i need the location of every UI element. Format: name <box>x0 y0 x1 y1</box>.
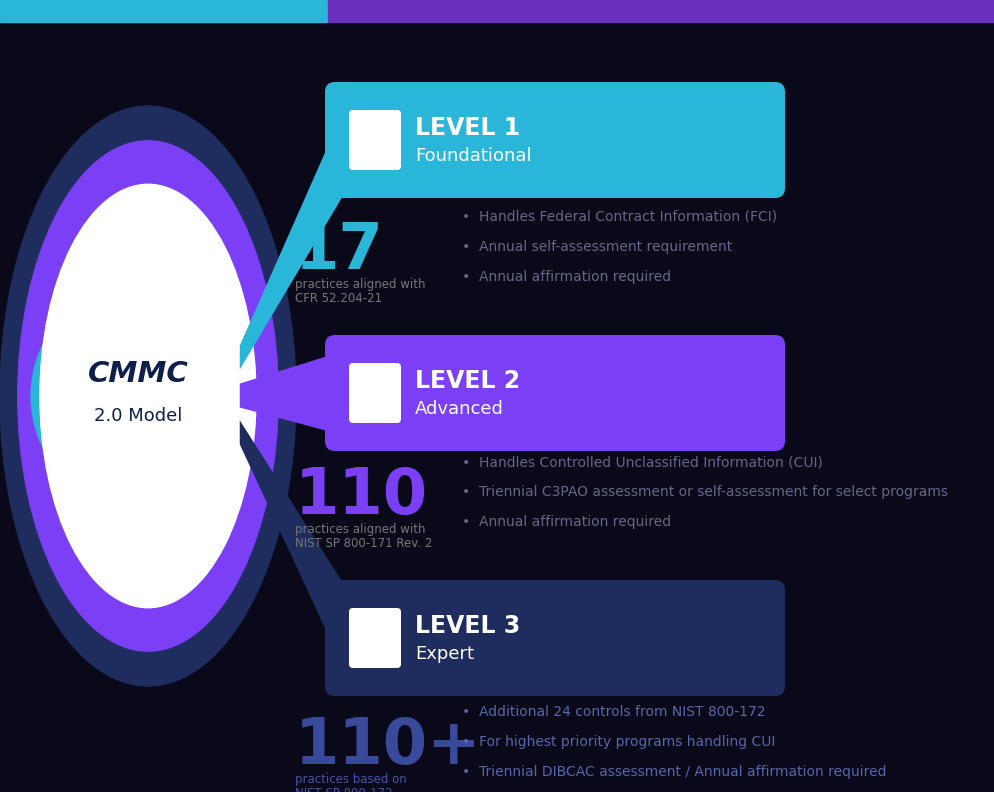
Text: Expert: Expert <box>414 645 473 663</box>
Ellipse shape <box>18 141 278 651</box>
Bar <box>0 0 328 22</box>
Ellipse shape <box>40 185 255 607</box>
FancyBboxPatch shape <box>325 335 784 451</box>
FancyBboxPatch shape <box>349 110 401 170</box>
Text: CMMC: CMMC <box>87 360 188 388</box>
Text: practices aligned with: practices aligned with <box>294 523 425 536</box>
FancyBboxPatch shape <box>325 580 784 696</box>
Text: •  Annual self-assessment requirement: • Annual self-assessment requirement <box>461 240 732 254</box>
Text: Foundational: Foundational <box>414 147 531 165</box>
Text: LEVEL 1: LEVEL 1 <box>414 116 520 140</box>
Text: •  Handles Federal Contract Information (FCI): • Handles Federal Contract Information (… <box>461 210 776 224</box>
Polygon shape <box>240 421 350 682</box>
Polygon shape <box>240 349 350 437</box>
Text: NIST SP 800-172: NIST SP 800-172 <box>294 787 393 792</box>
Text: practices based on: practices based on <box>294 773 407 786</box>
Text: 110+: 110+ <box>294 715 481 777</box>
FancyBboxPatch shape <box>349 608 401 668</box>
Text: Advanced: Advanced <box>414 400 503 418</box>
Bar <box>328 0 994 22</box>
Text: CFR 52.204-21: CFR 52.204-21 <box>294 292 382 305</box>
Text: •  Annual affirmation required: • Annual affirmation required <box>461 270 670 284</box>
FancyBboxPatch shape <box>349 363 401 423</box>
Text: LEVEL 2: LEVEL 2 <box>414 369 520 393</box>
Wedge shape <box>31 279 148 513</box>
FancyBboxPatch shape <box>325 82 784 198</box>
Text: LEVEL 3: LEVEL 3 <box>414 614 520 638</box>
Text: NIST SP 800-171 Rev. 2: NIST SP 800-171 Rev. 2 <box>294 537 432 550</box>
Text: •  Additional 24 controls from NIST 800-172: • Additional 24 controls from NIST 800-1… <box>461 705 764 719</box>
Text: •  Handles Controlled Unclassified Information (CUI): • Handles Controlled Unclassified Inform… <box>461 455 822 469</box>
Text: •  For highest priority programs handling CUI: • For highest priority programs handling… <box>461 735 774 749</box>
Text: •  Triennial DIBCAC assessment / Annual affirmation required: • Triennial DIBCAC assessment / Annual a… <box>461 765 886 779</box>
Text: 110: 110 <box>294 465 427 527</box>
Ellipse shape <box>0 106 295 686</box>
Text: •  Annual affirmation required: • Annual affirmation required <box>461 515 670 529</box>
Polygon shape <box>240 96 350 370</box>
Text: 17: 17 <box>294 220 384 282</box>
Text: •  Triennial C3PAO assessment or self-assessment for select programs: • Triennial C3PAO assessment or self-ass… <box>461 485 947 499</box>
Text: 2.0 Model: 2.0 Model <box>93 407 182 425</box>
Text: practices aligned with: practices aligned with <box>294 278 425 291</box>
